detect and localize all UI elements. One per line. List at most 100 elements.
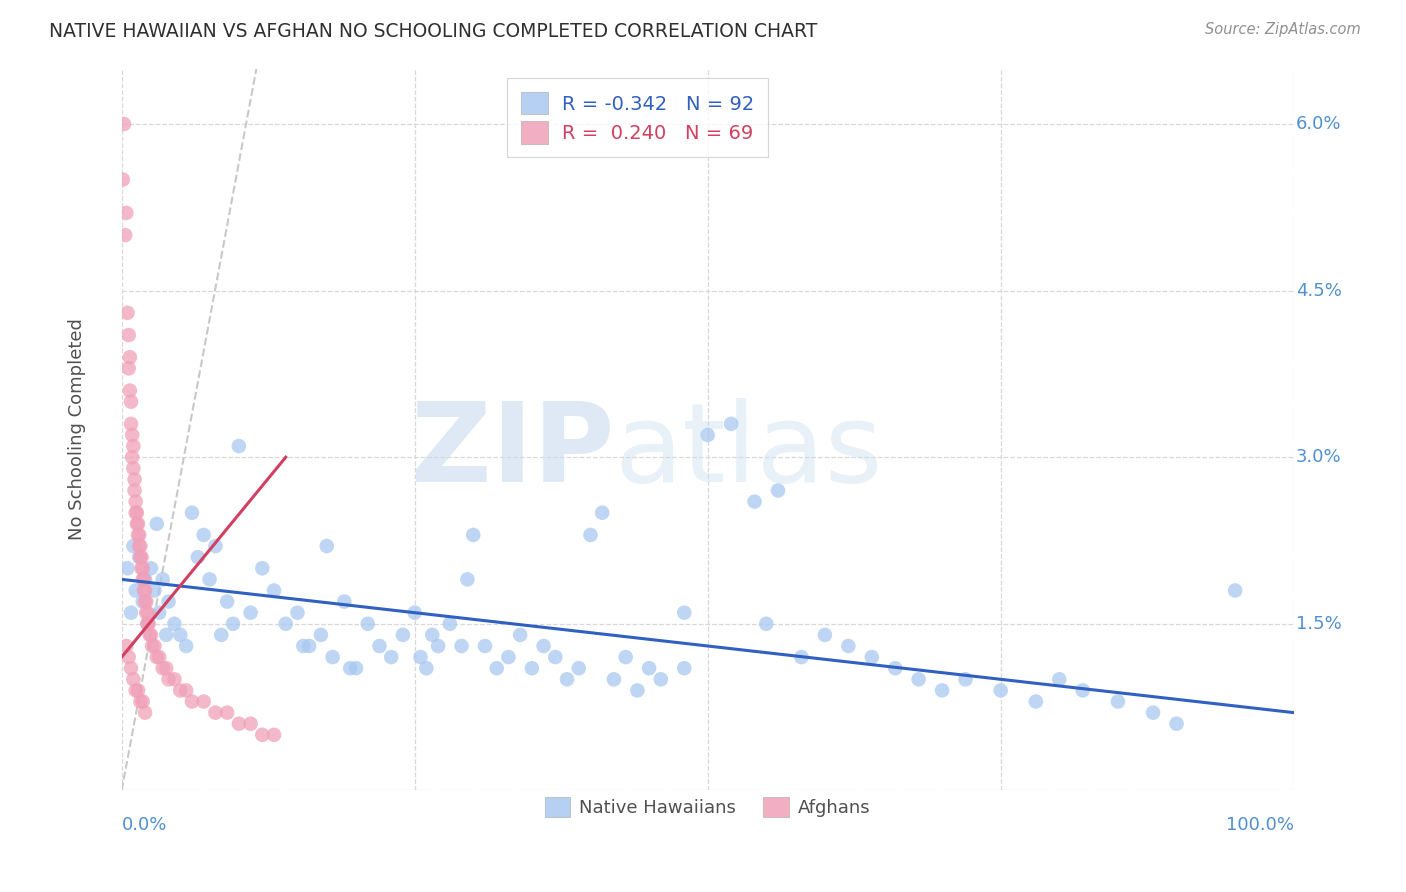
Point	[122, 673, 145, 687]
Point	[744, 494, 766, 508]
Point	[292, 639, 315, 653]
Point	[134, 594, 156, 608]
Point	[139, 628, 162, 642]
Point	[533, 639, 555, 653]
Point	[132, 573, 155, 587]
Point	[333, 594, 356, 608]
Point	[309, 628, 332, 642]
Point	[112, 117, 135, 131]
Point	[860, 650, 883, 665]
Point	[339, 661, 361, 675]
Point	[136, 606, 159, 620]
Point	[111, 172, 134, 186]
Point	[128, 550, 150, 565]
Point	[174, 683, 197, 698]
Point	[132, 694, 155, 708]
Point	[673, 661, 696, 675]
Text: ZIP: ZIP	[411, 398, 614, 505]
Point	[252, 561, 274, 575]
Point	[117, 561, 139, 575]
Point	[198, 573, 221, 587]
Point	[209, 628, 232, 642]
Point	[143, 639, 166, 653]
Point	[132, 561, 155, 575]
Text: No Schooling Completed: No Schooling Completed	[67, 318, 86, 541]
Point	[544, 650, 567, 665]
Legend: Native Hawaiians, Afghans: Native Hawaiians, Afghans	[538, 789, 877, 824]
Point	[139, 628, 162, 642]
Point	[357, 616, 380, 631]
Point	[181, 506, 204, 520]
Point	[121, 450, 143, 465]
Point	[163, 673, 186, 687]
Point	[125, 506, 148, 520]
Point	[121, 428, 143, 442]
Point	[456, 573, 478, 587]
Point	[222, 616, 245, 631]
Point	[148, 606, 170, 620]
Point	[252, 728, 274, 742]
Point	[380, 650, 402, 665]
Point	[520, 661, 543, 675]
Point	[409, 650, 432, 665]
Point	[157, 673, 180, 687]
Point	[125, 583, 148, 598]
Text: 4.5%: 4.5%	[1296, 282, 1341, 300]
Point	[155, 661, 177, 675]
Point	[1223, 583, 1246, 598]
Point	[118, 351, 141, 365]
Point	[157, 594, 180, 608]
Point	[239, 716, 262, 731]
Text: NATIVE HAWAIIAN VS AFGHAN NO SCHOOLING COMPLETED CORRELATION CHART: NATIVE HAWAIIAN VS AFGHAN NO SCHOOLING C…	[49, 22, 817, 41]
Point	[638, 661, 661, 675]
Point	[129, 539, 152, 553]
Point	[122, 539, 145, 553]
Point	[955, 673, 977, 687]
Point	[474, 639, 496, 653]
Point	[118, 650, 141, 665]
Point	[114, 228, 136, 243]
Point	[814, 628, 837, 642]
Point	[169, 628, 191, 642]
Point	[155, 628, 177, 642]
Point	[125, 494, 148, 508]
Text: 0.0%: 0.0%	[122, 815, 167, 834]
Point	[1071, 683, 1094, 698]
Point	[217, 706, 239, 720]
Point	[263, 728, 285, 742]
Point	[274, 616, 297, 631]
Text: 1.5%: 1.5%	[1296, 615, 1341, 632]
Point	[134, 706, 156, 720]
Point	[115, 206, 138, 220]
Point	[132, 583, 155, 598]
Point	[124, 483, 146, 498]
Point	[193, 528, 215, 542]
Point	[131, 561, 153, 575]
Point	[766, 483, 789, 498]
Point	[463, 528, 485, 542]
Point	[650, 673, 672, 687]
Point	[696, 428, 718, 442]
Point	[127, 528, 149, 542]
Point	[141, 639, 163, 653]
Point	[287, 606, 309, 620]
Point	[131, 550, 153, 565]
Point	[790, 650, 813, 665]
Point	[125, 683, 148, 698]
Point	[128, 539, 150, 553]
Point	[125, 506, 148, 520]
Point	[129, 694, 152, 708]
Point	[204, 706, 226, 720]
Text: Source: ZipAtlas.com: Source: ZipAtlas.com	[1205, 22, 1361, 37]
Point	[217, 594, 239, 608]
Point	[129, 550, 152, 565]
Point	[120, 661, 142, 675]
Point	[1166, 716, 1188, 731]
Point	[118, 328, 141, 343]
Point	[152, 573, 174, 587]
Point	[322, 650, 344, 665]
Point	[204, 539, 226, 553]
Point	[135, 606, 157, 620]
Point	[146, 650, 169, 665]
Point	[120, 394, 142, 409]
